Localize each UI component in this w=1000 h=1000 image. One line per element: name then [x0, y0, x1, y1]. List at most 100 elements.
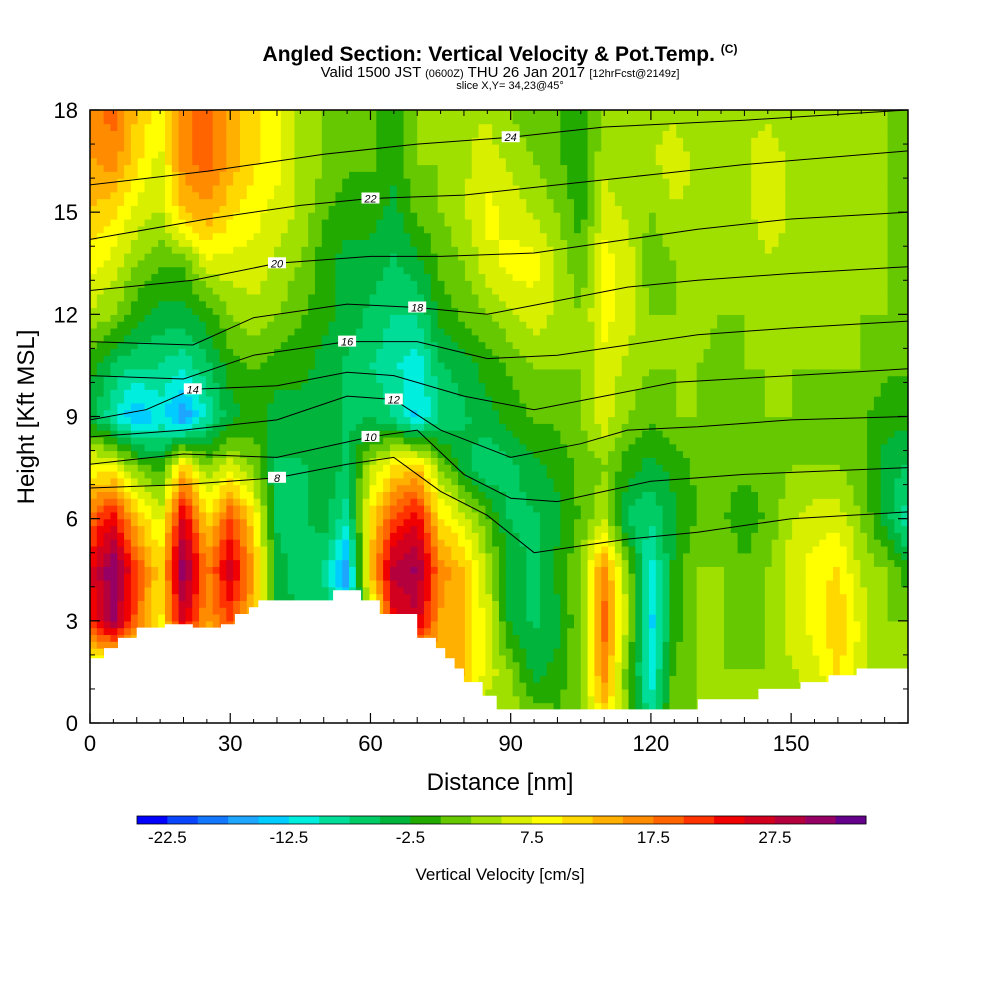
velocity-cell: [539, 505, 548, 513]
velocity-cell: [205, 600, 214, 608]
velocity-cell: [703, 498, 711, 506]
velocity-cell: [424, 532, 432, 540]
velocity-cell: [389, 573, 398, 581]
velocity-cell: [533, 607, 541, 615]
velocity-cell: [546, 634, 555, 642]
velocity-cell: [853, 457, 861, 465]
velocity-cell: [717, 627, 725, 636]
velocity-cell: [826, 614, 834, 622]
velocity-cell: [642, 627, 650, 636]
velocity-cell: [642, 484, 650, 493]
velocity-cell: [471, 661, 480, 670]
velocity-cell: [410, 484, 418, 493]
velocity-cell: [280, 436, 289, 445]
velocity-cell: [274, 559, 282, 567]
velocity-cell: [546, 668, 555, 676]
velocity-cell: [744, 511, 752, 520]
velocity-cell: [621, 498, 630, 506]
velocity-cell: [294, 505, 302, 513]
velocity-cell: [137, 566, 146, 574]
velocity-cell: [785, 627, 793, 636]
velocity-cell: [635, 464, 643, 472]
velocity-cell: [648, 566, 657, 574]
velocity-cell: [546, 566, 555, 574]
velocity-cell: [785, 552, 793, 561]
velocity-cell: [628, 695, 636, 704]
velocity-cell: [676, 627, 684, 636]
velocity-cell: [853, 443, 861, 452]
velocity-cell: [417, 436, 425, 445]
velocity-cell: [723, 648, 732, 656]
velocity-cell: [676, 450, 684, 458]
velocity-cell: [894, 593, 902, 601]
velocity-cell: [233, 464, 241, 472]
velocity-cell: [723, 443, 732, 452]
velocity-cell: [573, 654, 582, 663]
velocity-cell: [887, 525, 895, 533]
velocity-cell: [137, 620, 146, 629]
velocity-cell: [164, 436, 173, 445]
velocity-cell: [601, 457, 609, 465]
velocity-cell: [758, 566, 766, 574]
velocity-cell: [560, 545, 568, 554]
velocity-cell: [539, 675, 548, 683]
velocity-cell: [792, 600, 800, 608]
velocity-cell: [512, 702, 521, 710]
velocity-cell: [362, 477, 371, 486]
velocity-cell: [355, 477, 364, 486]
velocity-cell: [90, 457, 98, 465]
velocity-cell: [683, 525, 691, 533]
velocity-cell: [185, 607, 193, 615]
velocity-cell: [151, 443, 159, 452]
velocity-cell: [396, 545, 405, 554]
velocity-cell: [662, 545, 671, 554]
velocity-cell: [212, 436, 221, 445]
velocity-cell: [151, 505, 159, 513]
velocity-cell: [553, 688, 561, 697]
velocity-cell: [185, 518, 193, 527]
velocity-cell: [553, 627, 561, 636]
velocity-cell: [199, 511, 207, 520]
velocity-cell: [826, 450, 834, 458]
velocity-cell: [349, 545, 357, 554]
velocity-cell: [669, 593, 677, 601]
velocity-cell: [758, 593, 766, 601]
velocity-cell: [103, 457, 112, 465]
velocity-cell: [246, 436, 255, 445]
velocity-cell: [764, 634, 773, 642]
velocity-cell: [737, 614, 745, 622]
velocity-cell: [580, 450, 589, 458]
velocity-cell: [369, 573, 377, 581]
velocity-cell: [212, 532, 221, 540]
velocity-cell: [505, 607, 514, 615]
velocity-cell: [458, 443, 466, 452]
velocity-cell: [458, 491, 466, 499]
velocity-cell: [396, 559, 405, 567]
velocity-cell: [614, 552, 623, 561]
velocity-cell: [260, 505, 268, 513]
velocity-cell: [587, 450, 596, 458]
velocity-cell: [628, 532, 636, 540]
velocity-cell: [730, 600, 739, 608]
velocity-cell: [219, 593, 227, 601]
velocity-cell: [533, 695, 541, 704]
velocity-cell: [853, 593, 861, 601]
velocity-cell: [492, 477, 500, 486]
velocity-cell: [839, 443, 848, 452]
velocity-cell: [587, 491, 596, 499]
velocity-cell: [328, 464, 336, 472]
velocity-cell: [594, 661, 602, 670]
velocity-cell: [253, 566, 262, 574]
velocity-cell: [594, 586, 602, 595]
velocity-cell: [669, 491, 677, 499]
velocity-cell: [430, 573, 439, 581]
velocity-cell: [526, 457, 534, 465]
velocity-cell: [833, 525, 841, 533]
velocity-cell: [696, 668, 705, 676]
velocity-cell: [321, 443, 330, 452]
velocity-cell: [683, 654, 691, 663]
velocity-cell: [403, 552, 411, 561]
velocity-cell: [451, 573, 459, 581]
velocity-cell: [546, 470, 555, 479]
velocity-cell: [805, 648, 814, 656]
